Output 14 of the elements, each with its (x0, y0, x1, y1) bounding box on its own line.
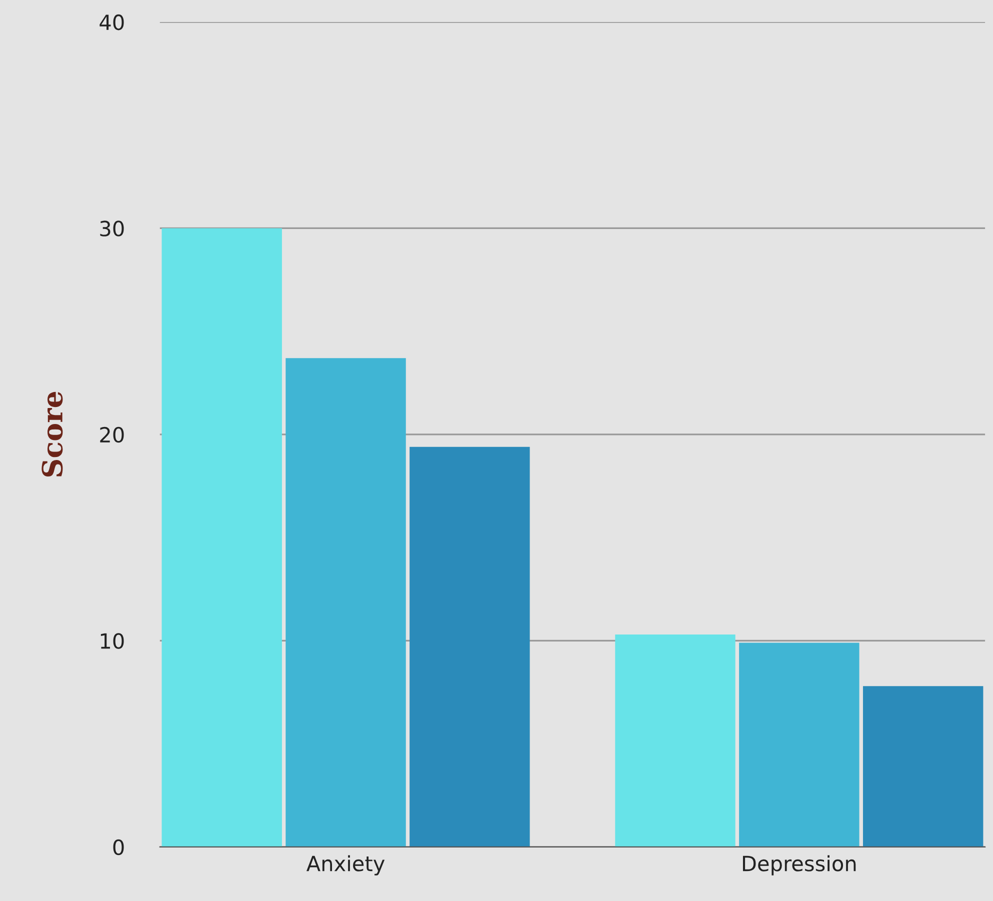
y-axis-title: Score (42, 392, 63, 477)
bar (615, 634, 736, 847)
bar (286, 358, 406, 847)
y-tick-label: 0 (113, 839, 124, 856)
y-tick-label: 20 (100, 426, 124, 443)
x-tick-label: Depression (742, 855, 856, 876)
bar (410, 446, 530, 847)
y-tick-label: 40 (100, 14, 124, 30)
y-tick-label: 10 (100, 633, 124, 649)
bar (862, 686, 984, 847)
y-tick-label: 30 (100, 220, 124, 236)
x-tick-label: Anxiety (306, 855, 385, 876)
bar (739, 642, 860, 847)
bar (162, 228, 282, 847)
